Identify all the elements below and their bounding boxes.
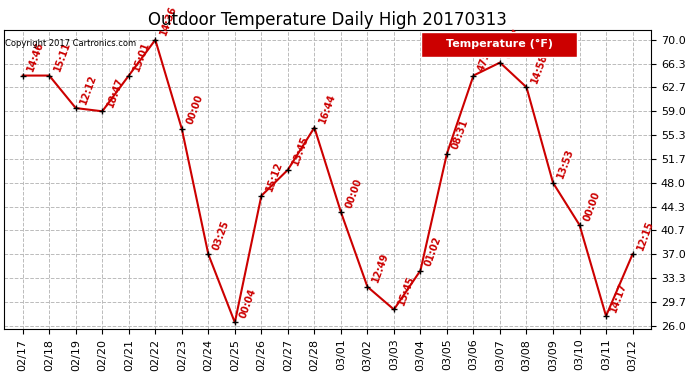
Text: 00:00: 00:00: [582, 190, 602, 222]
Text: 18:47: 18:47: [105, 76, 125, 108]
Text: 15:12: 15:12: [264, 160, 284, 193]
Text: 00:00: 00:00: [344, 177, 364, 209]
Text: 14:36: 14:36: [158, 4, 178, 37]
Text: 13:45: 13:45: [290, 135, 310, 167]
Text: 01:02: 01:02: [423, 235, 443, 268]
Text: 12:49: 12:49: [371, 251, 390, 284]
Text: Copyright 2017 Cartronics.com: Copyright 2017 Cartronics.com: [5, 39, 136, 48]
Text: 00:04: 00:04: [237, 287, 257, 320]
Title: Outdoor Temperature Daily High 20170313: Outdoor Temperature Daily High 20170313: [148, 10, 507, 28]
Text: 00:00: 00:00: [185, 93, 205, 126]
Text: 15:01: 15:01: [132, 40, 152, 73]
Text: 08:31: 08:31: [450, 118, 470, 151]
Text: 13:53: 13:53: [555, 147, 575, 180]
Text: 14:46: 14:46: [26, 40, 46, 73]
Text: 15:11: 15:11: [52, 40, 72, 73]
Text: 12:12: 12:12: [79, 73, 99, 105]
Text: 14:58: 14:58: [529, 52, 549, 84]
Text: 16:44: 16:44: [317, 92, 337, 125]
Text: 00:27: 00:27: [503, 27, 523, 60]
Text: 47:22: 47:22: [476, 40, 496, 73]
Text: 12:15: 12:15: [635, 219, 656, 252]
Text: 03:25: 03:25: [211, 219, 231, 252]
Text: 14:17: 14:17: [609, 280, 629, 313]
Text: 15:45: 15:45: [397, 274, 417, 307]
